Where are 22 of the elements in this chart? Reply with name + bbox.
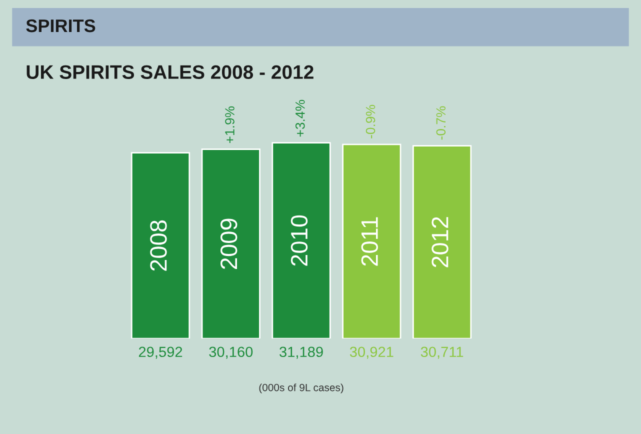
data-label: 30,921 [350,346,394,359]
bar [412,145,472,339]
bar [342,144,402,339]
annotation: +1.9% [225,106,234,144]
bar [272,142,331,339]
chart-title: SPIRITS [26,19,96,32]
data-label: 31,189 [280,346,323,359]
x-tick-label: 2012 [432,217,448,268]
x-tick-label: 2009 [220,218,238,269]
chart-subtitle: UK SPIRITS SALES 2008 - 2012 [26,65,314,79]
x-tick-label: 2011 [361,217,378,266]
data-label: 30,711 [420,346,464,359]
data-label: 30,160 [209,346,253,359]
bar [201,148,260,339]
x-tick-label: 2008 [150,220,167,271]
x-tick-label: 2010 [290,215,308,266]
annotation: +3.4% [295,100,305,137]
data-label: 29,592 [138,346,182,359]
annotation: -0.7% [436,106,446,140]
bar [130,152,190,339]
annotation: -0.9% [366,104,376,138]
text: (000s of 9L cases) [259,384,344,394]
